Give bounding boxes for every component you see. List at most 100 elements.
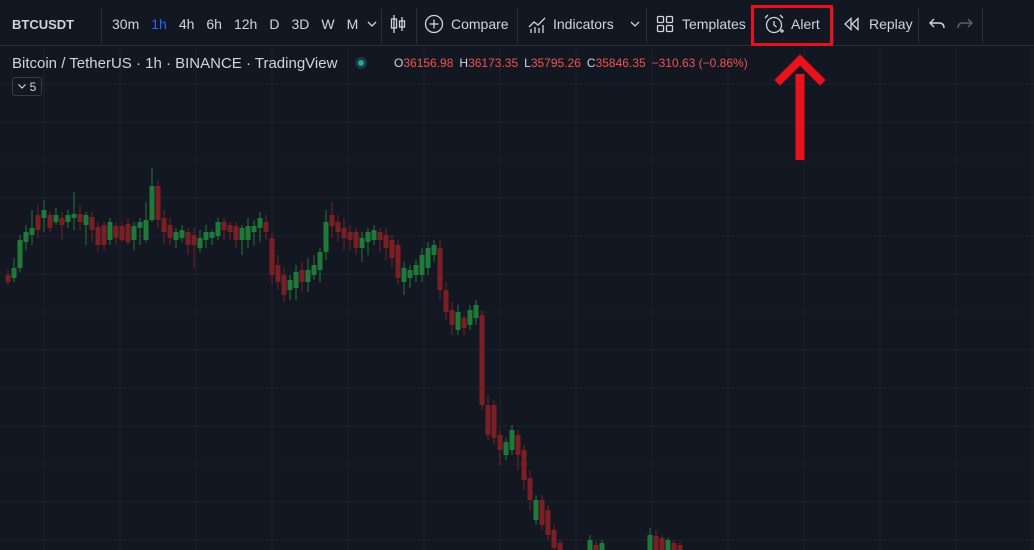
candle-body (257, 218, 263, 228)
candle-body (77, 214, 83, 222)
candle-body (53, 215, 59, 222)
candle-body (341, 228, 347, 238)
redo-button[interactable] (954, 6, 976, 42)
candle-body (395, 245, 401, 278)
candle-body (527, 478, 533, 500)
open-value: 36156.98 (403, 56, 454, 70)
candle-body (227, 225, 233, 232)
candle-body (539, 500, 545, 525)
candle-body (587, 540, 593, 550)
replay-label: Replay (869, 16, 913, 32)
candle-body (473, 305, 479, 318)
interval-1h[interactable]: 1h (151, 16, 167, 32)
chart-type-button[interactable] (386, 6, 410, 42)
candle-body (209, 232, 215, 238)
candle-body (299, 270, 305, 282)
separator (381, 8, 382, 44)
candle-body (329, 215, 335, 226)
chart-legend: Bitcoin / TetherUS · 1h · BINANCE · Trad… (12, 54, 368, 72)
candle-body (155, 186, 161, 220)
candle-body (311, 265, 317, 275)
indicators-icon (527, 14, 547, 34)
annotation-arrow-head (774, 54, 826, 86)
templates-button[interactable]: Templates (656, 6, 746, 42)
candle-body (467, 310, 473, 325)
candle-body (113, 226, 119, 238)
separator (416, 8, 417, 44)
candle-body (11, 268, 17, 278)
interval-M[interactable]: M (346, 16, 359, 32)
collapsed-count: 5 (29, 79, 37, 94)
candle-body (653, 536, 659, 550)
candle-body (455, 312, 461, 330)
indicator-collapse-button[interactable]: 5 (12, 77, 42, 96)
candle-body (191, 235, 197, 245)
candle-body (89, 217, 95, 230)
compare-label: Compare (451, 16, 509, 32)
candle-body (269, 238, 275, 275)
rewind-icon (843, 17, 861, 31)
chart-grid (0, 46, 1034, 550)
interval-D[interactable]: D (269, 16, 280, 32)
interval-4h[interactable]: 4h (178, 16, 195, 32)
candle-body (377, 232, 383, 240)
candle-body (647, 535, 653, 550)
candle-body (275, 265, 281, 282)
interval-W[interactable]: W (321, 16, 335, 32)
candle-body (485, 405, 491, 435)
alert-button[interactable]: Alert (763, 6, 820, 42)
undo-button[interactable] (926, 6, 948, 42)
change-value: −310.63 (−0.86%) (651, 56, 748, 70)
separator (833, 8, 834, 44)
interval-30m[interactable]: 30m (112, 16, 140, 32)
candle-body (251, 226, 257, 232)
candle-body (107, 222, 113, 240)
candlestick-series (5, 168, 683, 550)
candle-body (23, 232, 29, 242)
interval-3D[interactable]: 3D (291, 16, 310, 32)
candle-body (239, 228, 245, 240)
interval-12h[interactable]: 12h (233, 16, 258, 32)
candle-body (359, 238, 365, 248)
candle-body (419, 255, 425, 275)
candle-body (557, 543, 563, 550)
symbol-button[interactable]: BTCUSDT (12, 6, 74, 42)
candle-body (203, 232, 209, 240)
candle-body (287, 280, 293, 290)
candle-body (461, 318, 467, 328)
candle-body (47, 215, 53, 228)
candle-body (305, 270, 311, 282)
interval-6h[interactable]: 6h (206, 16, 222, 32)
candle-body (281, 275, 287, 295)
candle-body (497, 435, 503, 450)
candle-body (509, 430, 515, 450)
compare-button[interactable]: Compare (424, 6, 509, 42)
indicators-label: Indicators (553, 16, 614, 32)
candle-body (449, 310, 455, 325)
candle-body (317, 252, 323, 270)
ohlc-values: O36156.98 H36173.35 L35795.26 C35846.35 … (394, 56, 748, 70)
annotation-arrow (774, 54, 826, 160)
symbol-description[interactable]: Bitcoin / TetherUS · 1h · BINANCE · Trad… (12, 54, 338, 72)
candle-body (365, 232, 371, 242)
market-status-dot (355, 57, 368, 69)
chevron-down-icon (630, 21, 640, 27)
separator (517, 8, 518, 44)
indicators-dropdown[interactable] (628, 6, 642, 42)
interval-dropdown-icon[interactable] (364, 21, 380, 27)
candle-body (671, 543, 677, 550)
replay-button[interactable]: Replay (843, 6, 913, 42)
candle-body (197, 238, 203, 248)
plus-circle-icon (424, 14, 444, 34)
redo-icon (956, 17, 974, 31)
candle-body (371, 230, 377, 240)
candle-body (347, 232, 353, 240)
indicators-button[interactable]: Indicators (527, 6, 614, 42)
candle-body (137, 222, 143, 228)
candle-body (503, 442, 509, 455)
candle-body (425, 248, 431, 268)
candle-body (5, 275, 11, 282)
candle-body (179, 230, 185, 238)
candle-body (131, 226, 137, 240)
